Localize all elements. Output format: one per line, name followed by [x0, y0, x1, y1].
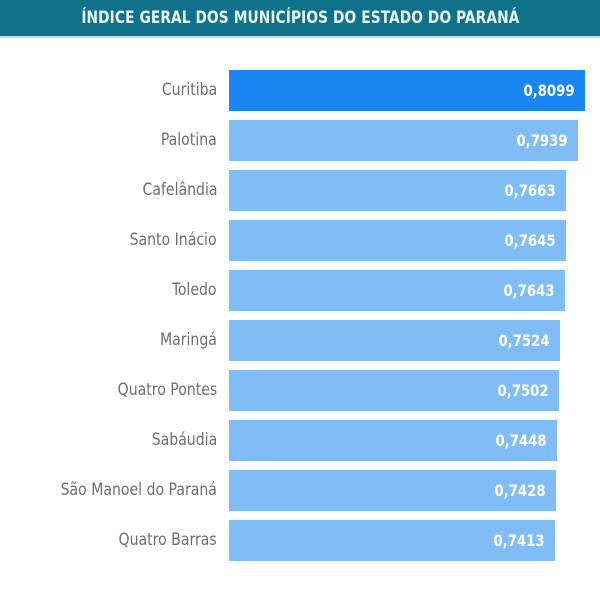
- category-label: São Manoel do Paraná: [60, 480, 217, 500]
- chart-title-bar: ÍNDICE GERAL DOS MUNICÍPIOS DO ESTADO DO…: [0, 0, 600, 38]
- category-label: Toledo: [172, 280, 217, 300]
- category-label: Sabáudia: [151, 430, 217, 450]
- value-label: 0,7448: [495, 431, 547, 450]
- value-label: 0,7428: [494, 481, 546, 500]
- chart-title: ÍNDICE GERAL DOS MUNICÍPIOS DO ESTADO DO…: [80, 8, 520, 28]
- category-label: Quatro Barras: [118, 530, 217, 550]
- chart-row: São Manoel do Paraná 0,7428: [0, 470, 600, 511]
- bar: 0,7524: [229, 320, 560, 361]
- chart-row: Santo Inácio 0,7645: [0, 220, 600, 261]
- bar: 0,7939: [229, 120, 578, 161]
- chart-row: Palotina 0,7939: [0, 120, 600, 161]
- chart-row: Sabáudia 0,7448: [0, 420, 600, 461]
- category-label: Maringá: [160, 330, 217, 350]
- chart-row: Curitiba 0,8099: [0, 70, 600, 111]
- category-label: Cafelândia: [142, 180, 217, 200]
- bar: 0,7645: [229, 220, 566, 261]
- chart-row: Toledo 0,7643: [0, 270, 600, 311]
- bar: 0,7663: [229, 170, 566, 211]
- chart-row: Quatro Barras 0,7413: [0, 520, 600, 561]
- category-label: Santo Inácio: [129, 230, 217, 250]
- category-label: Curitiba: [161, 80, 217, 100]
- value-label: 0,7645: [504, 231, 556, 250]
- category-label: Palotina: [161, 130, 217, 150]
- value-label: 0,7524: [498, 331, 550, 350]
- bar: 0,8099: [229, 70, 585, 111]
- bar: 0,7448: [229, 420, 557, 461]
- bar: 0,7502: [229, 370, 559, 411]
- value-label: 0,7413: [493, 531, 545, 550]
- bar: 0,7413: [229, 520, 555, 561]
- chart-row: Quatro Pontes 0,7502: [0, 370, 600, 411]
- category-label: Quatro Pontes: [117, 380, 217, 400]
- bar: 0,7428: [229, 470, 556, 511]
- chart-row: Maringá 0,7524: [0, 320, 600, 361]
- chart-row: Cafelândia 0,7663: [0, 170, 600, 211]
- value-label: 0,8099: [523, 81, 575, 100]
- value-label: 0,7939: [516, 131, 568, 150]
- value-label: 0,7502: [497, 381, 549, 400]
- bar: 0,7643: [229, 270, 565, 311]
- value-label: 0,7663: [504, 181, 556, 200]
- value-label: 0,7643: [503, 281, 555, 300]
